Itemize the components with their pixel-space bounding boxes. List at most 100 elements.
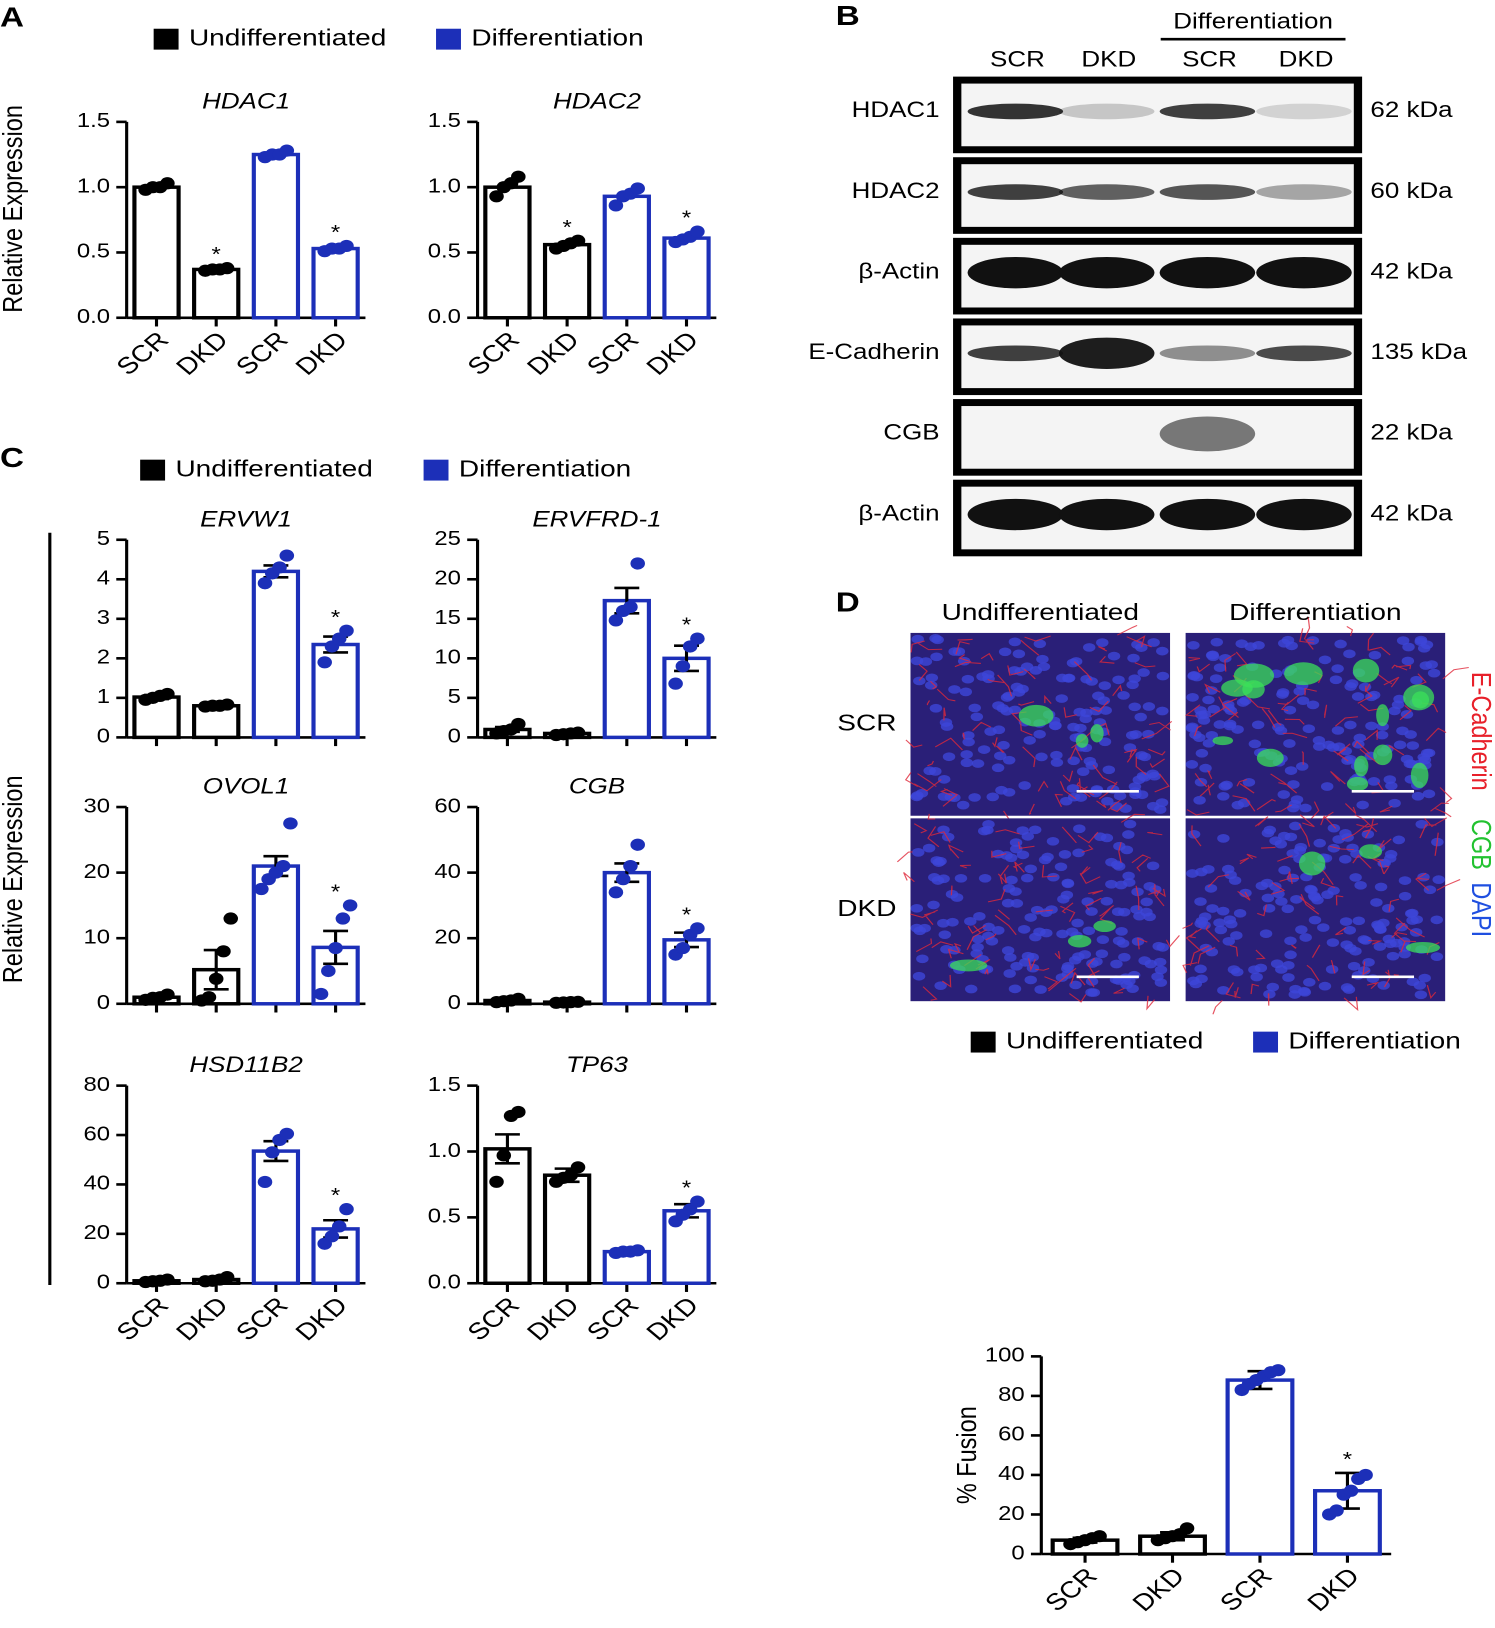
y-tick-label: 3 xyxy=(97,606,110,629)
nucleus xyxy=(1373,942,1387,951)
nucleus xyxy=(1327,886,1340,895)
nucleus xyxy=(1385,781,1398,791)
nucleus xyxy=(950,893,964,902)
nucleus xyxy=(922,843,936,853)
nucleus xyxy=(1296,696,1310,706)
nucleus xyxy=(1318,981,1332,991)
y-axis-label: Relative Expression xyxy=(0,105,28,313)
nucleus xyxy=(1137,668,1150,677)
x-tick-label: SCR xyxy=(1040,1563,1103,1616)
chart: 0 1 2 3 4 5 ERVW1 * xyxy=(97,507,366,747)
nucleus xyxy=(1185,723,1199,733)
y-tick-label: 1.0 xyxy=(77,174,110,197)
nucleus xyxy=(1187,829,1201,839)
nucleus xyxy=(1033,729,1046,739)
nucleus xyxy=(1123,819,1137,829)
y-tick-label: 0 xyxy=(448,724,461,747)
y-tick-label: 60 xyxy=(83,1122,110,1145)
nucleus xyxy=(1282,973,1295,982)
nucleus xyxy=(1375,730,1389,740)
nucleus xyxy=(1392,835,1406,845)
x-tick-label: DKD xyxy=(522,1293,585,1346)
y-tick-label: 60 xyxy=(434,794,461,817)
nucleus xyxy=(1354,880,1367,890)
chart-title: ERVFRD-1 xyxy=(532,507,661,532)
bar xyxy=(602,194,651,320)
nucleus xyxy=(937,825,950,835)
nucleus xyxy=(1186,692,1199,702)
nucleus xyxy=(948,685,961,694)
nucleus xyxy=(1432,875,1445,885)
blot-band xyxy=(1058,498,1155,531)
nucleus xyxy=(1228,876,1242,885)
nucleus xyxy=(1396,726,1409,736)
data-point xyxy=(328,941,343,955)
data-point xyxy=(1092,1530,1107,1543)
nucleus xyxy=(1331,664,1344,674)
nucleus xyxy=(1098,737,1112,747)
nucleus xyxy=(1128,702,1141,712)
nucleus xyxy=(1118,907,1131,917)
nucleus xyxy=(1076,767,1090,776)
data-point xyxy=(160,177,175,190)
bar xyxy=(483,1147,532,1285)
y-tick-label: 10 xyxy=(83,925,110,948)
nucleus xyxy=(1276,690,1289,699)
nucleus xyxy=(1382,904,1395,913)
protein-label: β-Actin xyxy=(858,501,939,526)
y-tick-label: 10 xyxy=(434,645,461,668)
nucleus xyxy=(1098,681,1112,690)
nucleus xyxy=(1404,909,1418,918)
bar xyxy=(192,267,241,320)
nucleus xyxy=(1107,651,1121,661)
blot-band xyxy=(1256,184,1352,200)
micrograph xyxy=(904,624,1173,835)
x-tick-label: SCR xyxy=(1215,1563,1278,1616)
nucleus xyxy=(1072,848,1085,858)
x-tick-label: DKD xyxy=(641,1293,704,1346)
data-point xyxy=(160,687,175,701)
nucleus xyxy=(1100,833,1114,843)
nucleus xyxy=(1125,730,1139,740)
nucleus xyxy=(1419,661,1433,670)
nucleus xyxy=(1308,892,1322,902)
y-tick-label: 1.5 xyxy=(428,109,461,132)
nucleus xyxy=(1334,639,1347,649)
nucleus xyxy=(1231,967,1244,977)
data-point xyxy=(608,199,624,212)
nucleus xyxy=(1050,750,1063,760)
nucleus xyxy=(1117,691,1130,700)
chart-title: HSD11B2 xyxy=(189,1053,302,1078)
nucleus xyxy=(1127,653,1140,663)
legend-swatch xyxy=(423,459,449,481)
y-tick-label: 20 xyxy=(998,1502,1025,1525)
nucleus xyxy=(1261,893,1275,903)
legend-label: Differentiation xyxy=(459,456,631,481)
nucleus xyxy=(1205,686,1218,695)
y-tick-label: 20 xyxy=(434,925,461,948)
nucleus xyxy=(1002,755,1016,765)
nucleus xyxy=(961,674,975,684)
cgb-signal xyxy=(1376,704,1390,727)
nucleus xyxy=(1275,965,1288,974)
nucleus xyxy=(1313,838,1326,848)
panel-letter: B xyxy=(836,0,860,31)
legend-label: Undifferentiated xyxy=(175,456,372,481)
nucleus xyxy=(1156,706,1169,716)
cgb-signal xyxy=(1212,736,1234,746)
data-point xyxy=(630,182,645,195)
nucleus xyxy=(1326,938,1340,947)
nucleus xyxy=(930,856,943,865)
nucleus xyxy=(1294,842,1308,852)
data-point xyxy=(254,882,269,896)
nucleus xyxy=(1289,821,1302,831)
data-point xyxy=(279,1127,295,1140)
data-point xyxy=(570,1161,586,1174)
chart: 0 10 20 30 OVOL1 * xyxy=(83,775,366,1014)
nucleus xyxy=(1112,675,1125,685)
nucleus xyxy=(1112,862,1126,871)
nucleus xyxy=(1420,640,1434,650)
nucleus xyxy=(1058,850,1072,859)
nucleus xyxy=(968,793,981,802)
data-point xyxy=(690,1195,705,1208)
